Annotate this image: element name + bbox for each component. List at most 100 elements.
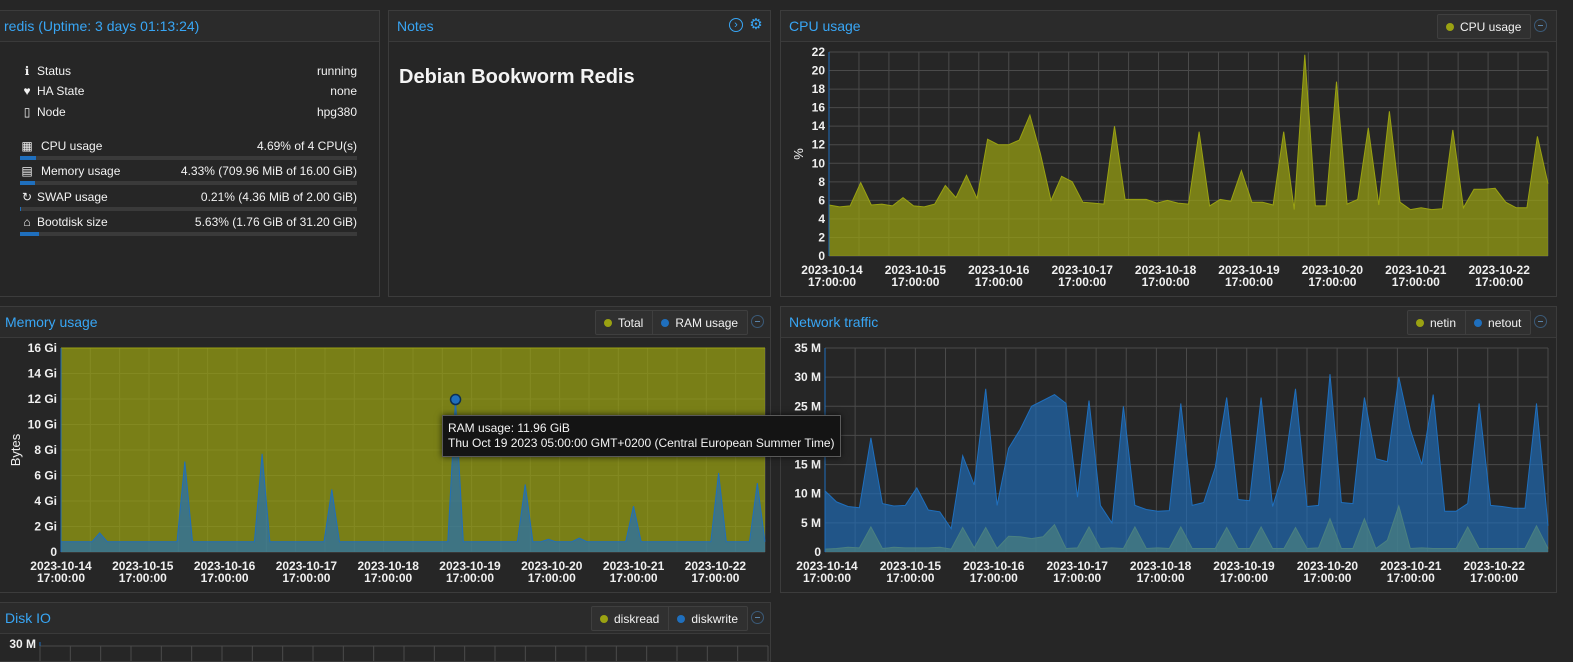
tooltip-timestamp: Thu Oct 19 2023 05:00:00 GMT+0200 (Centr… (448, 436, 835, 450)
x-tick-label: 17:00:00 (610, 571, 658, 585)
cpu-icon: ▦ (21, 139, 33, 153)
network-traffic-panel-header: Network traffic netin netout (781, 307, 1556, 338)
legend-dot-netout (1474, 318, 1483, 327)
y-tick-label: 2 Gi (34, 520, 57, 534)
legend-dot-netin (1416, 318, 1424, 327)
y-tick-label: 8 Gi (34, 443, 57, 457)
hover-marker[interactable] (449, 393, 462, 406)
y-tick-label: 30 M (9, 637, 36, 651)
x-tick-label: 17:00:00 (970, 571, 1018, 585)
legend-label-ram-usage: RAM usage (675, 315, 739, 330)
collapse-tool-icon[interactable] (1534, 315, 1547, 328)
usage-row-bootdisk: ⌂ Bootdisk size 5.63% (1.76 GiB of 31.20… (20, 215, 357, 231)
legend-item-cpu-usage[interactable]: CPU usage (1438, 15, 1530, 38)
status-row-status: ℹ Status running (20, 64, 357, 80)
y-tick-label: 16 (812, 101, 826, 115)
x-tick-label: 17:00:00 (975, 275, 1023, 289)
memory-usage-legend: Total RAM usage (595, 310, 749, 335)
y-tick-label: 12 Gi (28, 392, 57, 406)
x-tick-label: 2023-10-18 (1135, 263, 1197, 277)
cpu-usage-bar (20, 156, 357, 160)
x-tick-label: 2023-10-16 (194, 559, 256, 573)
x-tick-label: 2023-10-20 (521, 559, 583, 573)
legend-item-netout[interactable]: netout (1466, 311, 1530, 334)
network-traffic-panel: Network traffic netin netout 0 5 M 10 M 15 … (780, 306, 1557, 593)
edit-notes-icon[interactable]: › (729, 18, 743, 32)
collapse-tool-icon[interactable] (751, 315, 764, 328)
y-tick-label: 22 (812, 45, 826, 59)
ha-state-value: none (330, 84, 357, 98)
disk-io-panel-title: Disk IO (5, 610, 51, 626)
x-tick-label: 2023-10-18 (358, 559, 420, 573)
usage-row-cpu: ▦ CPU usage 4.69% of 4 CPU(s) (20, 139, 357, 155)
node-value: hpg380 (316, 105, 357, 119)
y-tick-label: 6 Gi (34, 469, 57, 483)
y-tick-label: 2 (818, 230, 825, 244)
x-tick-label: 17:00:00 (1303, 571, 1351, 585)
cpu-usage-panel: CPU usage CPU usage 0 2 4 6 8 10 12 14 16 18 20 22%… (780, 10, 1557, 297)
x-tick-label: 2023-10-14 (801, 263, 863, 277)
y-tick-label: 4 (818, 212, 825, 226)
collapse-tool-icon[interactable] (751, 611, 764, 624)
x-tick-label: 2023-10-21 (1380, 559, 1442, 573)
x-tick-label: 2023-10-18 (1130, 559, 1192, 573)
bootdisk-size-bar (20, 232, 357, 236)
x-tick-label: 2023-10-22 (685, 559, 747, 573)
y-tick-label: 4 Gi (34, 494, 57, 508)
x-tick-label: 17:00:00 (1387, 571, 1435, 585)
x-tick-label: 2023-10-21 (1385, 263, 1447, 277)
network-traffic-panel-title: Network traffic (789, 314, 879, 330)
x-tick-label: 17:00:00 (691, 571, 739, 585)
series-area-total (61, 348, 765, 552)
x-tick-label: 17:00:00 (1058, 275, 1106, 289)
series-line-cpu-usage (828, 54, 1549, 211)
gear-icon[interactable]: ⚙ (749, 16, 763, 33)
y-tick-label: 0 (50, 545, 57, 559)
x-tick-label: 17:00:00 (37, 571, 85, 585)
y-tick-label: 30 M (794, 370, 821, 384)
x-tick-label: 2023-10-15 (885, 263, 947, 277)
swap-usage-bar (20, 207, 357, 211)
ha-state-label: HA State (37, 84, 85, 98)
legend-item-diskread[interactable]: diskread (592, 607, 670, 630)
x-tick-label: 2023-10-19 (1213, 559, 1275, 573)
disk-io-panel: Disk IO diskread diskwrite 30 M (0, 602, 771, 662)
y-tick-label: 0 (818, 249, 825, 263)
y-tick-label: 10 Gi (28, 418, 57, 432)
legend-item-ram-usage[interactable]: RAM usage (653, 311, 747, 334)
series-line-ram-usage (61, 399, 766, 543)
collapse-tool-icon[interactable] (1534, 19, 1547, 32)
series-area-cpu-usage (829, 54, 1548, 256)
x-tick-label: 17:00:00 (201, 571, 249, 585)
network-traffic-chart: 05 M10 M15 M20 M25 M30 M35 M2023-10-1417… (794, 341, 1549, 585)
x-tick-label: 2023-10-15 (880, 559, 942, 573)
cpu-usage-chart: 0246810121416182022%2023-10-1417:00:0020… (791, 45, 1549, 289)
legend-item-total[interactable]: Total (596, 311, 654, 334)
status-value: running (316, 64, 357, 78)
memory-usage-panel-title: Memory usage (5, 314, 98, 330)
memory-usage-label: Memory usage (41, 164, 121, 178)
x-tick-label: 2023-10-16 (968, 263, 1030, 277)
legend-item-netin[interactable]: netin (1408, 311, 1467, 334)
x-tick-label: 2023-10-17 (1052, 263, 1114, 277)
legend-label-netin: netin (1430, 315, 1457, 330)
info-icon: ℹ (24, 64, 30, 78)
y-tick-label: 0 (814, 545, 821, 559)
disk-io-panel-header: Disk IO diskread diskwrite (0, 603, 770, 634)
y-axis-label: Bytes (8, 433, 23, 466)
y-tick-label: 14 (812, 119, 826, 133)
status-row-node: ▯ Node hpg380 (20, 105, 357, 121)
legend-item-diskwrite[interactable]: diskwrite (669, 607, 747, 630)
x-tick-label: 17:00:00 (1137, 571, 1185, 585)
node-label: Node (37, 105, 66, 119)
x-tick-label: 2023-10-17 (1047, 559, 1109, 573)
x-tick-label: 17:00:00 (1220, 571, 1268, 585)
x-tick-label: 17:00:00 (1392, 275, 1440, 289)
heartbeat-icon: ♥ (23, 84, 31, 98)
legend-label-total: Total (618, 315, 644, 330)
x-tick-label: 17:00:00 (808, 275, 856, 289)
memory-icon: ▤ (21, 164, 33, 178)
y-tick-label: 20 (812, 64, 826, 78)
y-tick-label: 5 M (801, 516, 821, 530)
x-tick-label: 2023-10-22 (1469, 263, 1531, 277)
